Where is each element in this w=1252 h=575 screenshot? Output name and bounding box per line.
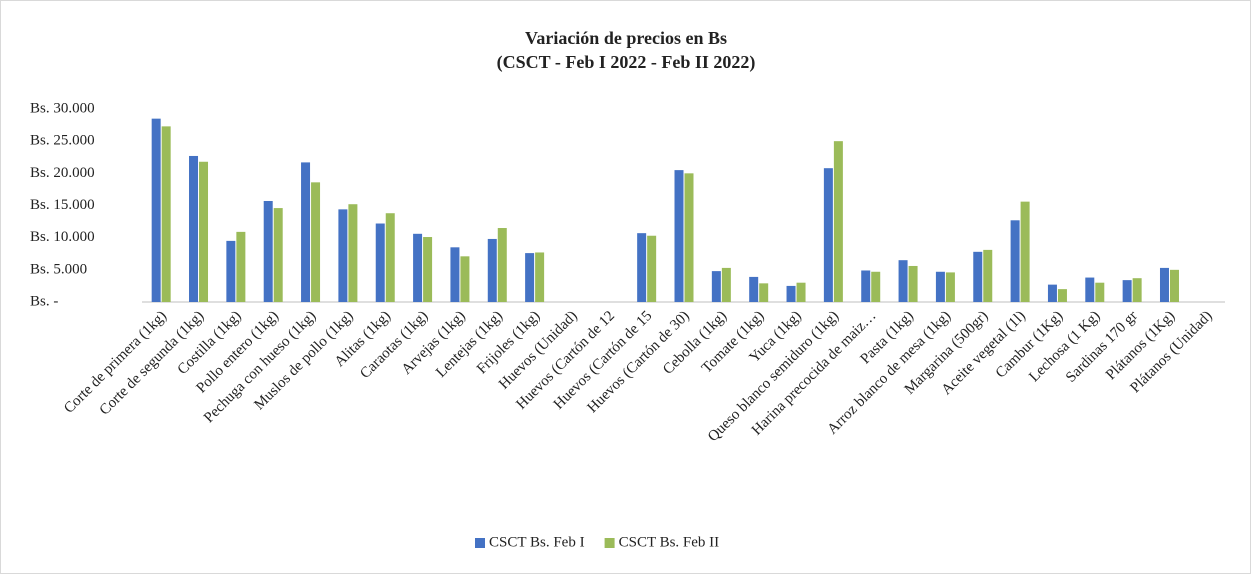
bar — [413, 233, 423, 302]
bar — [721, 267, 731, 302]
bar — [1169, 269, 1179, 302]
bar — [236, 231, 246, 302]
bar — [273, 208, 283, 302]
bar — [674, 170, 684, 302]
bar — [945, 272, 955, 302]
bar — [263, 200, 273, 302]
y-tick-label: Bs. 25.000 — [30, 133, 95, 149]
bar — [833, 141, 843, 302]
bar — [823, 168, 833, 302]
bar — [749, 276, 759, 302]
bar — [151, 118, 161, 303]
bar — [1047, 284, 1057, 302]
bar — [226, 240, 236, 302]
bar — [338, 209, 348, 302]
bar — [1095, 282, 1105, 302]
bar — [348, 204, 358, 302]
bar — [450, 247, 460, 302]
bar — [385, 213, 395, 302]
y-tick-label: Bs. 30.000 — [30, 100, 95, 116]
chart-title: Variación de precios en Bs — [525, 28, 727, 48]
y-tick-label: Bs. 5.000 — [30, 261, 87, 277]
y-tick-label: Bs. 10.000 — [30, 229, 95, 245]
bar — [1010, 220, 1020, 302]
bar — [525, 253, 535, 302]
bar — [1085, 277, 1095, 302]
bar — [1159, 267, 1169, 302]
bar — [786, 285, 796, 302]
bar — [796, 282, 806, 302]
legend-label: CSCT Bs. Feb II — [619, 534, 720, 550]
bar — [935, 271, 945, 302]
bar — [423, 237, 433, 302]
bar — [871, 271, 881, 302]
bar — [908, 265, 918, 302]
y-tick-label: Bs. 20.000 — [30, 165, 95, 181]
bar — [1057, 289, 1067, 302]
bar — [973, 251, 983, 302]
chart-title: (CSCT - Feb I 2022 - Feb II 2022) — [497, 52, 756, 73]
bar — [647, 235, 657, 302]
legend-label: CSCT Bs. Feb I — [489, 534, 585, 550]
bar — [301, 162, 311, 302]
bar — [1132, 278, 1142, 302]
bar — [460, 256, 470, 302]
bar — [898, 260, 908, 302]
bar — [189, 155, 199, 302]
bar — [711, 271, 721, 302]
y-tick-label: Bs. 15.000 — [30, 197, 95, 213]
bar — [487, 238, 497, 302]
bar — [535, 252, 545, 302]
bar — [637, 233, 647, 302]
bar — [759, 283, 769, 302]
bar — [497, 228, 507, 302]
bar — [1020, 201, 1030, 302]
legend-swatch — [604, 538, 615, 548]
bar — [861, 270, 871, 302]
bar — [375, 223, 385, 302]
bar — [983, 249, 993, 302]
bar — [161, 126, 171, 303]
y-tick-label: Bs. - — [30, 293, 58, 309]
bar — [199, 161, 209, 302]
bar — [684, 173, 694, 302]
bar — [1122, 280, 1132, 302]
bar — [311, 182, 321, 302]
legend-swatch — [475, 538, 485, 548]
